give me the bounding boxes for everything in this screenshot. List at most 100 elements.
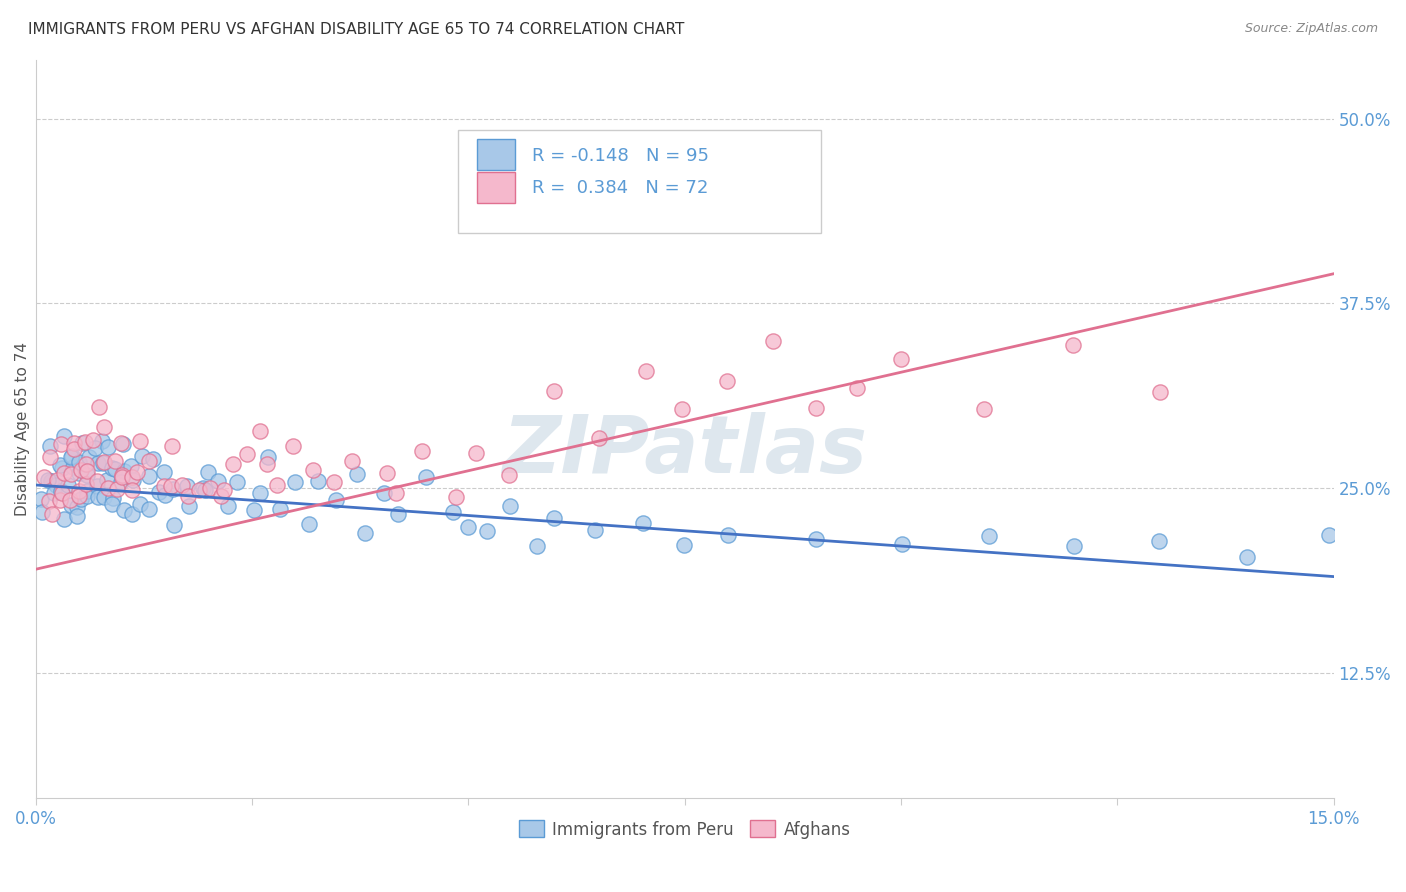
Point <box>121 483 143 497</box>
Point <box>75 477 97 491</box>
Point <box>207 474 229 488</box>
Point <box>76 483 98 498</box>
Point <box>125 465 148 479</box>
Point <box>86 475 108 489</box>
Point <box>60 467 83 481</box>
Point <box>59 493 82 508</box>
Point <box>48 458 70 473</box>
Point <box>97 481 120 495</box>
Point <box>73 434 96 449</box>
Point <box>891 537 914 551</box>
Point <box>46 474 69 488</box>
Point <box>225 475 247 489</box>
Point <box>671 401 693 416</box>
Point <box>197 465 219 479</box>
Point <box>75 458 97 472</box>
Point <box>32 470 55 484</box>
Point <box>159 478 181 492</box>
Point <box>131 450 153 464</box>
Point <box>804 401 827 415</box>
Point <box>52 429 75 443</box>
Point <box>284 475 307 489</box>
Point <box>84 441 107 455</box>
Point <box>588 431 610 445</box>
Point <box>162 482 184 496</box>
Point <box>762 334 785 348</box>
Point <box>148 485 170 500</box>
Point <box>138 469 160 483</box>
Point <box>87 401 110 415</box>
Point <box>121 470 143 484</box>
Point <box>91 434 114 448</box>
Point <box>235 447 257 461</box>
Point <box>121 508 143 522</box>
Point <box>110 435 132 450</box>
Point <box>41 507 63 521</box>
Point <box>100 461 122 475</box>
Point <box>104 453 127 467</box>
Point <box>142 452 165 467</box>
Point <box>444 490 467 504</box>
Text: ZIPatlas: ZIPatlas <box>502 412 868 490</box>
Point <box>76 489 98 503</box>
Point <box>346 467 368 482</box>
Text: IMMIGRANTS FROM PERU VS AFGHAN DISABILITY AGE 65 TO 74 CORRELATION CHART: IMMIGRANTS FROM PERU VS AFGHAN DISABILIT… <box>28 22 685 37</box>
Point <box>217 500 239 514</box>
Point <box>76 464 98 478</box>
Point <box>39 474 62 488</box>
Point <box>198 482 221 496</box>
Point <box>76 467 98 482</box>
Point <box>70 491 93 506</box>
Point <box>111 470 134 484</box>
FancyBboxPatch shape <box>477 139 515 170</box>
Point <box>67 489 90 503</box>
Point <box>97 440 120 454</box>
Point <box>30 491 52 506</box>
Point <box>283 438 305 452</box>
Point <box>38 439 60 453</box>
Point <box>66 508 89 523</box>
Point <box>194 483 217 497</box>
Point <box>60 450 83 464</box>
Point <box>1063 539 1085 553</box>
Point <box>716 375 738 389</box>
Point <box>325 492 347 507</box>
Point <box>62 460 84 475</box>
Point <box>717 528 740 542</box>
Point <box>110 475 132 489</box>
Point <box>176 478 198 492</box>
Point <box>499 499 522 513</box>
Point <box>634 364 657 378</box>
Point <box>1236 550 1258 565</box>
Point <box>498 467 520 482</box>
Point <box>441 505 464 519</box>
Point <box>152 479 174 493</box>
Point <box>93 455 115 469</box>
Point <box>179 500 201 514</box>
Point <box>63 436 86 450</box>
Point <box>112 464 135 478</box>
Point <box>96 473 118 487</box>
Point <box>340 453 363 467</box>
Point <box>104 462 127 476</box>
Point <box>51 486 73 500</box>
Point <box>49 483 72 498</box>
Point <box>38 494 60 508</box>
Point <box>256 458 278 472</box>
Point <box>72 436 94 450</box>
Point <box>120 459 142 474</box>
Legend: Immigrants from Peru, Afghans: Immigrants from Peru, Afghans <box>512 814 858 846</box>
Point <box>70 463 93 477</box>
Text: Source: ZipAtlas.com: Source: ZipAtlas.com <box>1244 22 1378 36</box>
Point <box>411 444 433 458</box>
Point <box>308 474 330 488</box>
Point <box>631 516 654 530</box>
Point <box>112 503 135 517</box>
Point <box>191 481 214 495</box>
Point <box>129 497 152 511</box>
Point <box>45 478 67 492</box>
Point <box>387 507 409 521</box>
Point <box>1149 534 1171 549</box>
Point <box>465 445 488 459</box>
Point <box>42 486 65 500</box>
